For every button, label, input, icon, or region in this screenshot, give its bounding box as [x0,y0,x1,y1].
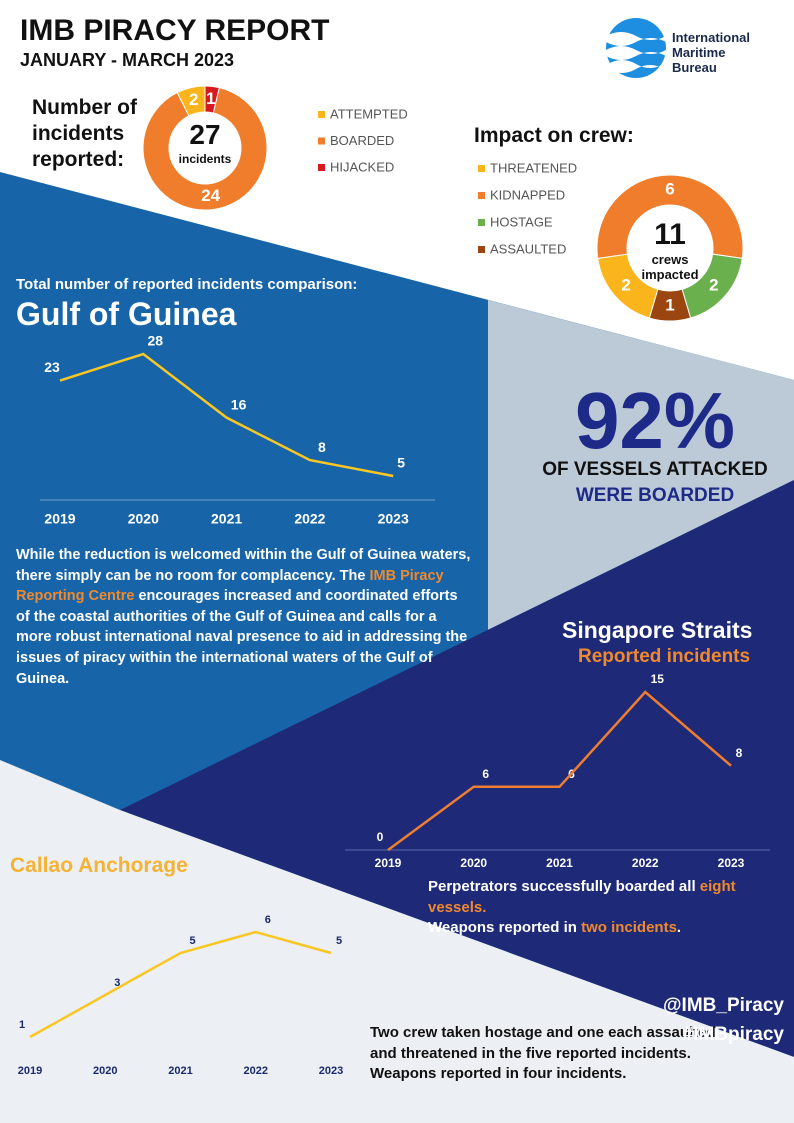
x-tick-label: 2021 [168,1065,192,1077]
text: Perpetrators successfully boarded all [428,878,700,895]
legend-label: KIDNAPPED [490,187,565,202]
value-label: 3 [114,977,120,989]
x-tick-label: 2023 [378,511,409,527]
value-label: 6 [265,914,271,926]
donut-segment [596,174,744,259]
stat-line: OF VESSELS ATTACKED [542,459,768,480]
legend-swatch [318,111,325,118]
legend-label: THREATENED [490,160,577,175]
chart-subtitle: Total number of reported incidents compa… [16,276,358,293]
donut-total-label: incidents [178,152,232,166]
text: Weapons reported in [428,919,582,936]
callao-note: Two crew taken hostage and one each assa… [370,1024,716,1082]
value-label: 16 [231,396,247,412]
legend-swatch [478,219,485,226]
value-label: 28 [148,333,164,349]
highlight: two incidents [581,919,677,936]
segment-label: 1 [206,89,215,108]
chart-title: Gulf of Guinea [16,296,237,332]
line [387,690,732,852]
x-tick-label: 2021 [211,511,242,527]
donut-segment [648,288,692,322]
x-tick-label: 2019 [18,1065,42,1077]
donut-total-label: crews impacted [641,252,699,282]
x-tick-label: 2020 [128,511,159,527]
logo-mark [606,18,666,78]
x-tick-label: 2022 [294,511,325,527]
x-tick-label: 2022 [632,856,659,870]
text: encourages increased and coordinated eff… [16,588,468,687]
value-label: 0 [377,830,384,844]
legend-swatch [478,246,485,253]
legend-label: ASSAULTED [490,241,566,256]
chart-subtitle: Reported incidents [578,646,751,667]
title: IMB PIRACY REPORT [20,14,330,47]
donut-segment [204,85,220,114]
highlight: eight vessels. [428,878,736,916]
value-label: 15 [651,672,665,686]
legend-label: HOSTAGE [490,214,553,229]
value-label: 5 [189,935,195,947]
x-tick-label: 2019 [44,511,75,527]
segment-label: 1 [665,295,674,314]
value-label: 6 [482,767,489,781]
line [59,352,394,478]
segment-label: 2 [189,90,198,109]
social: #IMBpiracy [682,1024,784,1045]
x-tick-label: 2021 [546,856,573,870]
logo-line: Bureau [672,60,717,75]
legend-swatch [318,137,325,145]
donut-title: Impact on crew: [474,124,634,147]
map-area [0,760,794,1123]
value-label: 1 [19,1019,25,1031]
value-label: 23 [44,359,60,375]
gulf-note: While the reduction is welcomed within t… [16,545,471,689]
segment-label: 2 [621,275,630,294]
x-tick-label: 2022 [244,1065,268,1077]
stat-figure: 92% [574,376,736,465]
legend-label: ATTEMPTED [330,106,408,121]
x-tick-label: 2020 [93,1065,117,1077]
legend-label: BOARDED [330,133,394,148]
segment-label: 2 [709,275,718,294]
x-tick-label: 2019 [375,856,402,870]
navy-band [120,480,794,1057]
value-label: 5 [336,935,342,947]
chart-title: Callao Anchorage [10,854,188,877]
value-label: 5 [397,455,405,471]
donut-total: 11 [654,217,686,251]
chart-title: Singapore Straits [562,617,753,643]
donut-title: Number of incidents reported: [32,96,137,171]
logo-line: Maritime [672,45,726,60]
subtitle: JANUARY - MARCH 2023 [20,50,235,70]
legend-swatch [478,165,485,172]
segment-label: 24 [201,186,220,205]
donut-segment [142,87,268,211]
segment-label: 6 [665,179,674,198]
stat-line: WERE BOARDED [575,485,735,506]
x-tick-label: 2020 [460,856,487,870]
social: @IMB_Piracy [663,995,784,1016]
x-tick-label: 2023 [718,856,745,870]
singapore-note: Perpetrators successfully boarded all ei… [428,877,768,939]
value-label: 8 [736,746,743,760]
photo-area [488,300,794,630]
logo-line: International [672,30,751,45]
legend-swatch [478,192,485,199]
legend-label: HIJACKED [330,159,394,174]
value-label: 8 [318,439,326,455]
x-tick-label: 2023 [319,1065,343,1077]
line [29,930,332,1039]
text: . [676,919,682,936]
text: While the reduction is welcomed within t… [16,547,471,584]
legend-swatch [318,164,325,171]
logo-text: International Maritime Bureau [672,30,750,75]
highlight: IMB Piracy Reporting Centre [16,567,444,605]
donut-total: 27 [189,119,221,151]
